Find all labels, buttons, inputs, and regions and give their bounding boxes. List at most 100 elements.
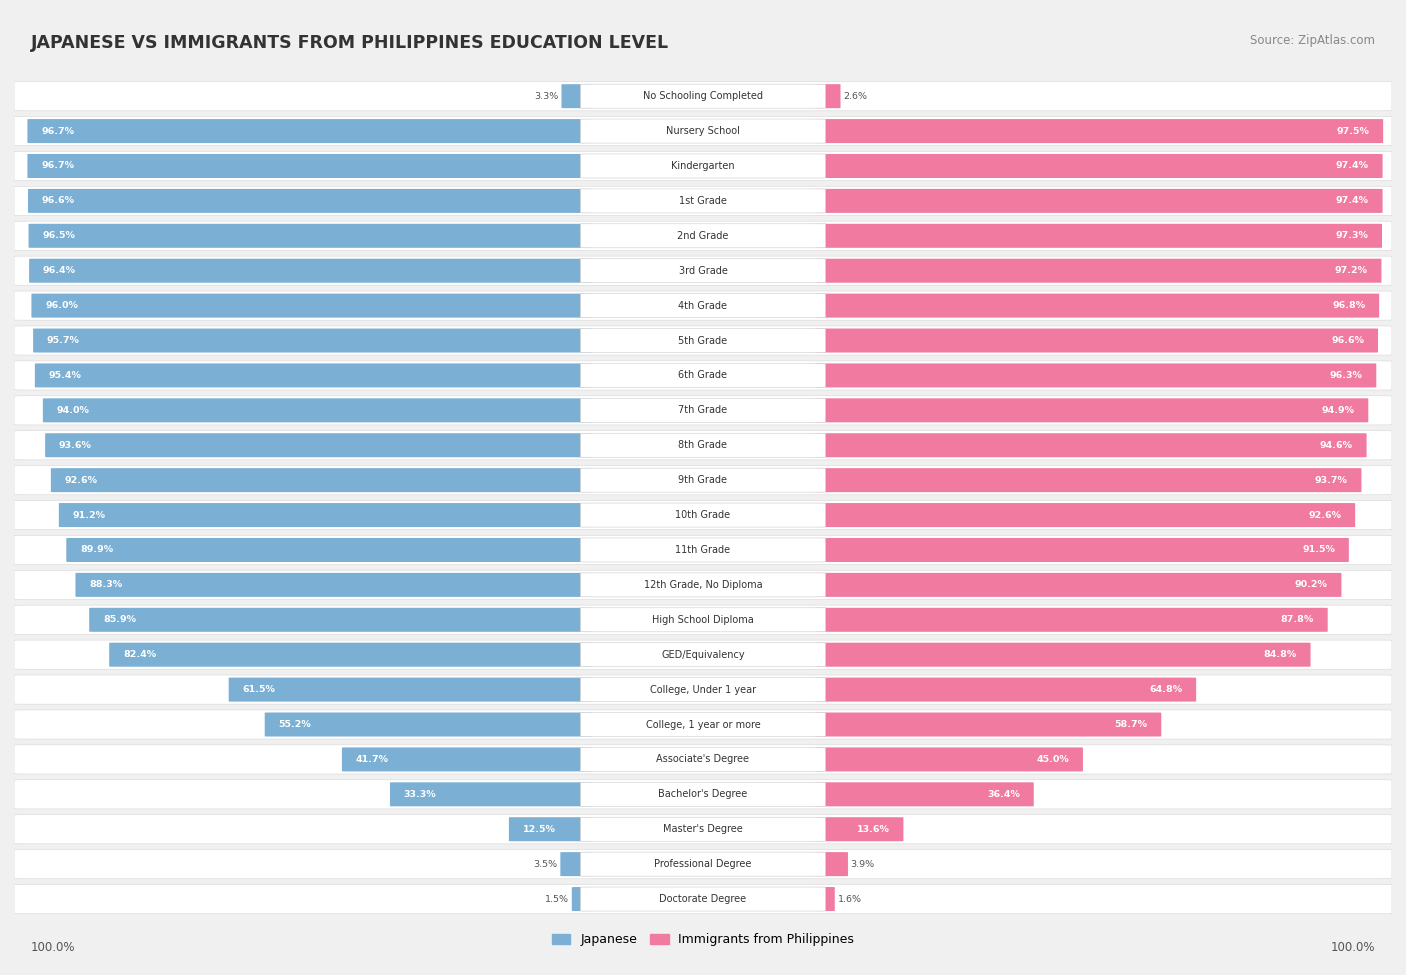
FancyBboxPatch shape bbox=[581, 468, 825, 492]
FancyBboxPatch shape bbox=[14, 884, 1392, 914]
Text: 2.6%: 2.6% bbox=[844, 92, 868, 100]
Text: 95.4%: 95.4% bbox=[49, 370, 82, 380]
FancyBboxPatch shape bbox=[814, 748, 1083, 771]
Text: 96.3%: 96.3% bbox=[1330, 370, 1362, 380]
FancyBboxPatch shape bbox=[14, 849, 1392, 878]
Text: 96.5%: 96.5% bbox=[42, 231, 75, 240]
Text: 1.6%: 1.6% bbox=[838, 894, 862, 904]
Legend: Japanese, Immigrants from Philippines: Japanese, Immigrants from Philippines bbox=[547, 928, 859, 952]
FancyBboxPatch shape bbox=[581, 119, 825, 143]
FancyBboxPatch shape bbox=[581, 607, 825, 632]
Text: Doctorate Degree: Doctorate Degree bbox=[659, 894, 747, 904]
FancyBboxPatch shape bbox=[814, 503, 1355, 527]
Text: College, Under 1 year: College, Under 1 year bbox=[650, 684, 756, 694]
FancyBboxPatch shape bbox=[264, 713, 592, 736]
FancyBboxPatch shape bbox=[14, 710, 1392, 739]
FancyBboxPatch shape bbox=[814, 852, 848, 877]
Text: Associate's Degree: Associate's Degree bbox=[657, 755, 749, 764]
FancyBboxPatch shape bbox=[14, 221, 1392, 251]
FancyBboxPatch shape bbox=[814, 573, 1341, 597]
FancyBboxPatch shape bbox=[14, 116, 1392, 145]
Text: 92.6%: 92.6% bbox=[65, 476, 97, 485]
FancyBboxPatch shape bbox=[581, 817, 825, 841]
Text: 94.0%: 94.0% bbox=[56, 406, 90, 414]
FancyBboxPatch shape bbox=[14, 82, 1392, 111]
Text: 36.4%: 36.4% bbox=[987, 790, 1019, 799]
Text: 64.8%: 64.8% bbox=[1149, 685, 1182, 694]
FancyBboxPatch shape bbox=[14, 535, 1392, 565]
FancyBboxPatch shape bbox=[581, 364, 825, 387]
FancyBboxPatch shape bbox=[14, 605, 1392, 635]
FancyBboxPatch shape bbox=[14, 745, 1392, 774]
Text: 84.8%: 84.8% bbox=[1264, 650, 1296, 659]
Text: 61.5%: 61.5% bbox=[242, 685, 276, 694]
FancyBboxPatch shape bbox=[14, 641, 1392, 669]
FancyBboxPatch shape bbox=[814, 189, 1382, 213]
Text: 13.6%: 13.6% bbox=[856, 825, 890, 834]
FancyBboxPatch shape bbox=[51, 468, 592, 492]
Text: 93.7%: 93.7% bbox=[1315, 476, 1347, 485]
FancyBboxPatch shape bbox=[76, 573, 592, 597]
FancyBboxPatch shape bbox=[110, 643, 592, 667]
FancyBboxPatch shape bbox=[581, 573, 825, 597]
FancyBboxPatch shape bbox=[814, 468, 1361, 492]
FancyBboxPatch shape bbox=[814, 293, 1379, 318]
Text: 96.0%: 96.0% bbox=[45, 301, 79, 310]
FancyBboxPatch shape bbox=[581, 782, 825, 806]
FancyBboxPatch shape bbox=[814, 713, 1161, 736]
Text: Master's Degree: Master's Degree bbox=[664, 824, 742, 835]
Text: Source: ZipAtlas.com: Source: ZipAtlas.com bbox=[1250, 34, 1375, 47]
Text: 9th Grade: 9th Grade bbox=[679, 475, 727, 486]
Text: High School Diploma: High School Diploma bbox=[652, 615, 754, 625]
FancyBboxPatch shape bbox=[14, 256, 1392, 286]
FancyBboxPatch shape bbox=[66, 538, 592, 562]
Text: College, 1 year or more: College, 1 year or more bbox=[645, 720, 761, 729]
FancyBboxPatch shape bbox=[28, 154, 592, 178]
FancyBboxPatch shape bbox=[42, 399, 592, 422]
Text: 96.6%: 96.6% bbox=[42, 196, 75, 206]
FancyBboxPatch shape bbox=[814, 433, 1367, 457]
Text: No Schooling Completed: No Schooling Completed bbox=[643, 92, 763, 101]
Text: JAPANESE VS IMMIGRANTS FROM PHILIPPINES EDUCATION LEVEL: JAPANESE VS IMMIGRANTS FROM PHILIPPINES … bbox=[31, 34, 669, 52]
Text: 91.2%: 91.2% bbox=[73, 511, 105, 520]
Text: 90.2%: 90.2% bbox=[1295, 580, 1327, 589]
FancyBboxPatch shape bbox=[14, 291, 1392, 320]
FancyBboxPatch shape bbox=[14, 151, 1392, 180]
Text: Nursery School: Nursery School bbox=[666, 126, 740, 137]
Text: 96.7%: 96.7% bbox=[41, 127, 75, 136]
FancyBboxPatch shape bbox=[14, 431, 1392, 460]
Text: 93.6%: 93.6% bbox=[59, 441, 91, 449]
FancyBboxPatch shape bbox=[581, 154, 825, 178]
FancyBboxPatch shape bbox=[14, 396, 1392, 425]
FancyBboxPatch shape bbox=[814, 154, 1382, 178]
Text: Bachelor's Degree: Bachelor's Degree bbox=[658, 790, 748, 799]
Text: 1st Grade: 1st Grade bbox=[679, 196, 727, 206]
FancyBboxPatch shape bbox=[814, 84, 841, 108]
Text: 100.0%: 100.0% bbox=[31, 941, 76, 954]
FancyBboxPatch shape bbox=[581, 329, 825, 353]
FancyBboxPatch shape bbox=[34, 329, 592, 353]
Text: 94.9%: 94.9% bbox=[1322, 406, 1354, 414]
Text: 97.2%: 97.2% bbox=[1334, 266, 1368, 275]
Text: 97.3%: 97.3% bbox=[1336, 231, 1368, 240]
FancyBboxPatch shape bbox=[14, 675, 1392, 704]
Text: 82.4%: 82.4% bbox=[122, 650, 156, 659]
Text: 87.8%: 87.8% bbox=[1281, 615, 1315, 624]
FancyBboxPatch shape bbox=[59, 503, 592, 527]
FancyBboxPatch shape bbox=[581, 258, 825, 283]
FancyBboxPatch shape bbox=[581, 433, 825, 457]
Text: 10th Grade: 10th Grade bbox=[675, 510, 731, 520]
FancyBboxPatch shape bbox=[814, 782, 1033, 806]
FancyBboxPatch shape bbox=[581, 189, 825, 213]
Text: 96.4%: 96.4% bbox=[44, 266, 76, 275]
FancyBboxPatch shape bbox=[581, 643, 825, 667]
Text: 94.6%: 94.6% bbox=[1320, 441, 1353, 449]
FancyBboxPatch shape bbox=[814, 258, 1382, 283]
FancyBboxPatch shape bbox=[14, 780, 1392, 809]
Text: 8th Grade: 8th Grade bbox=[679, 441, 727, 450]
FancyBboxPatch shape bbox=[581, 84, 825, 108]
FancyBboxPatch shape bbox=[581, 887, 825, 911]
FancyBboxPatch shape bbox=[581, 678, 825, 702]
Text: 89.9%: 89.9% bbox=[80, 545, 114, 555]
FancyBboxPatch shape bbox=[561, 852, 592, 877]
